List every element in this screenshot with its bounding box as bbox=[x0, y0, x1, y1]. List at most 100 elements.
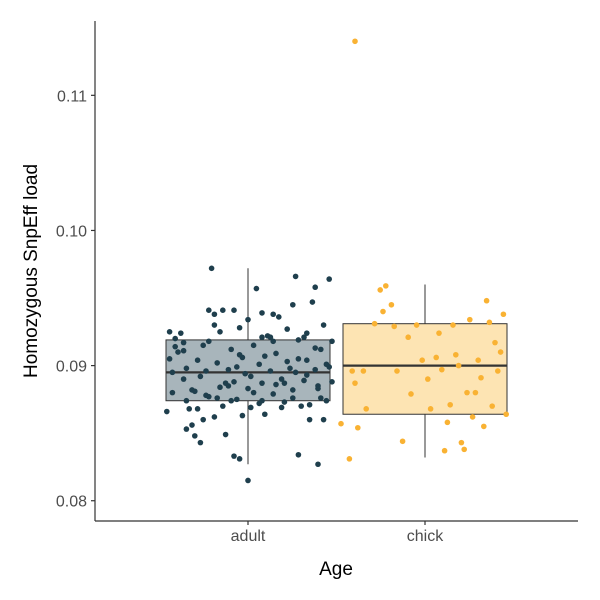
data-point bbox=[214, 395, 220, 401]
data-point bbox=[315, 385, 321, 392]
data-point bbox=[292, 273, 299, 280]
data-point bbox=[248, 373, 254, 380]
data-point bbox=[180, 347, 187, 354]
data-point bbox=[405, 334, 412, 341]
data-point bbox=[273, 381, 279, 388]
data-point bbox=[467, 316, 473, 323]
data-point bbox=[267, 368, 274, 374]
data-point bbox=[464, 389, 470, 396]
data-point bbox=[236, 456, 243, 462]
y-tick-label: 0.08 bbox=[56, 494, 87, 511]
data-point bbox=[183, 397, 190, 404]
data-point bbox=[270, 311, 277, 318]
data-point bbox=[211, 414, 218, 420]
data-point bbox=[481, 423, 487, 430]
data-point bbox=[441, 447, 448, 454]
data-point bbox=[236, 351, 243, 358]
data-point bbox=[447, 401, 454, 408]
data-point bbox=[352, 38, 358, 45]
data-point bbox=[180, 339, 187, 346]
data-point bbox=[169, 389, 176, 396]
data-point bbox=[391, 323, 398, 330]
data-point bbox=[346, 456, 353, 462]
data-point bbox=[503, 411, 510, 418]
points-chick bbox=[338, 38, 510, 462]
data-point bbox=[444, 419, 451, 426]
data-point bbox=[304, 372, 310, 378]
points-adult bbox=[164, 265, 335, 484]
data-point bbox=[200, 416, 206, 423]
data-point bbox=[284, 358, 291, 365]
data-point bbox=[186, 406, 192, 412]
data-point bbox=[192, 388, 198, 395]
data-point bbox=[312, 284, 319, 291]
y-axis-title: Homozygous SnpEff load bbox=[21, 164, 42, 378]
data-point bbox=[262, 411, 268, 418]
data-point bbox=[318, 346, 324, 353]
data-point bbox=[276, 314, 282, 320]
data-point bbox=[315, 461, 321, 468]
data-point bbox=[217, 329, 223, 335]
data-point bbox=[318, 395, 324, 401]
data-point bbox=[290, 395, 296, 401]
data-point bbox=[290, 301, 296, 308]
data-point bbox=[413, 322, 420, 328]
data-point bbox=[200, 342, 206, 349]
data-point bbox=[206, 307, 212, 313]
data-point bbox=[208, 265, 215, 272]
data-point bbox=[253, 285, 260, 292]
data-point bbox=[500, 311, 507, 318]
data-point bbox=[371, 320, 378, 327]
data-point bbox=[486, 319, 493, 326]
data-point bbox=[301, 377, 307, 384]
data-point bbox=[278, 376, 285, 382]
data-point bbox=[166, 329, 173, 335]
data-point bbox=[326, 364, 333, 370]
data-point bbox=[292, 369, 299, 376]
data-point bbox=[270, 391, 277, 397]
data-point bbox=[231, 307, 237, 313]
data-point bbox=[206, 338, 212, 345]
data-point bbox=[166, 356, 173, 362]
data-point bbox=[270, 338, 277, 345]
x-tick-label: adult bbox=[231, 528, 266, 545]
data-point bbox=[172, 335, 178, 342]
data-point bbox=[256, 361, 263, 368]
data-point bbox=[183, 365, 190, 372]
data-point bbox=[287, 365, 293, 372]
data-point bbox=[284, 326, 291, 332]
data-point bbox=[183, 426, 190, 432]
data-point bbox=[360, 368, 367, 374]
data-point bbox=[290, 387, 296, 393]
data-point bbox=[278, 404, 285, 411]
data-point bbox=[259, 397, 265, 404]
data-point bbox=[304, 330, 310, 336]
plot-area bbox=[164, 38, 510, 484]
data-point bbox=[211, 311, 218, 318]
data-point bbox=[306, 416, 313, 423]
data-point bbox=[483, 297, 490, 304]
data-point bbox=[323, 397, 330, 404]
data-point bbox=[450, 322, 456, 328]
data-point bbox=[469, 414, 476, 420]
data-point bbox=[175, 349, 181, 355]
data-point bbox=[295, 337, 302, 343]
data-point bbox=[329, 379, 335, 385]
data-point bbox=[214, 360, 220, 366]
y-tick-label: 0.09 bbox=[56, 359, 87, 376]
data-point bbox=[472, 389, 479, 396]
data-point bbox=[234, 364, 240, 370]
data-point bbox=[352, 380, 358, 386]
data-point bbox=[189, 422, 195, 428]
data-point bbox=[399, 438, 406, 445]
data-point bbox=[225, 366, 232, 373]
data-point bbox=[236, 324, 243, 331]
data-point bbox=[312, 345, 319, 351]
data-point bbox=[231, 379, 237, 385]
data-point bbox=[377, 287, 384, 293]
data-point bbox=[217, 384, 223, 391]
data-point bbox=[245, 385, 251, 392]
data-point bbox=[250, 342, 257, 349]
x-axis-title: Age bbox=[319, 559, 353, 580]
